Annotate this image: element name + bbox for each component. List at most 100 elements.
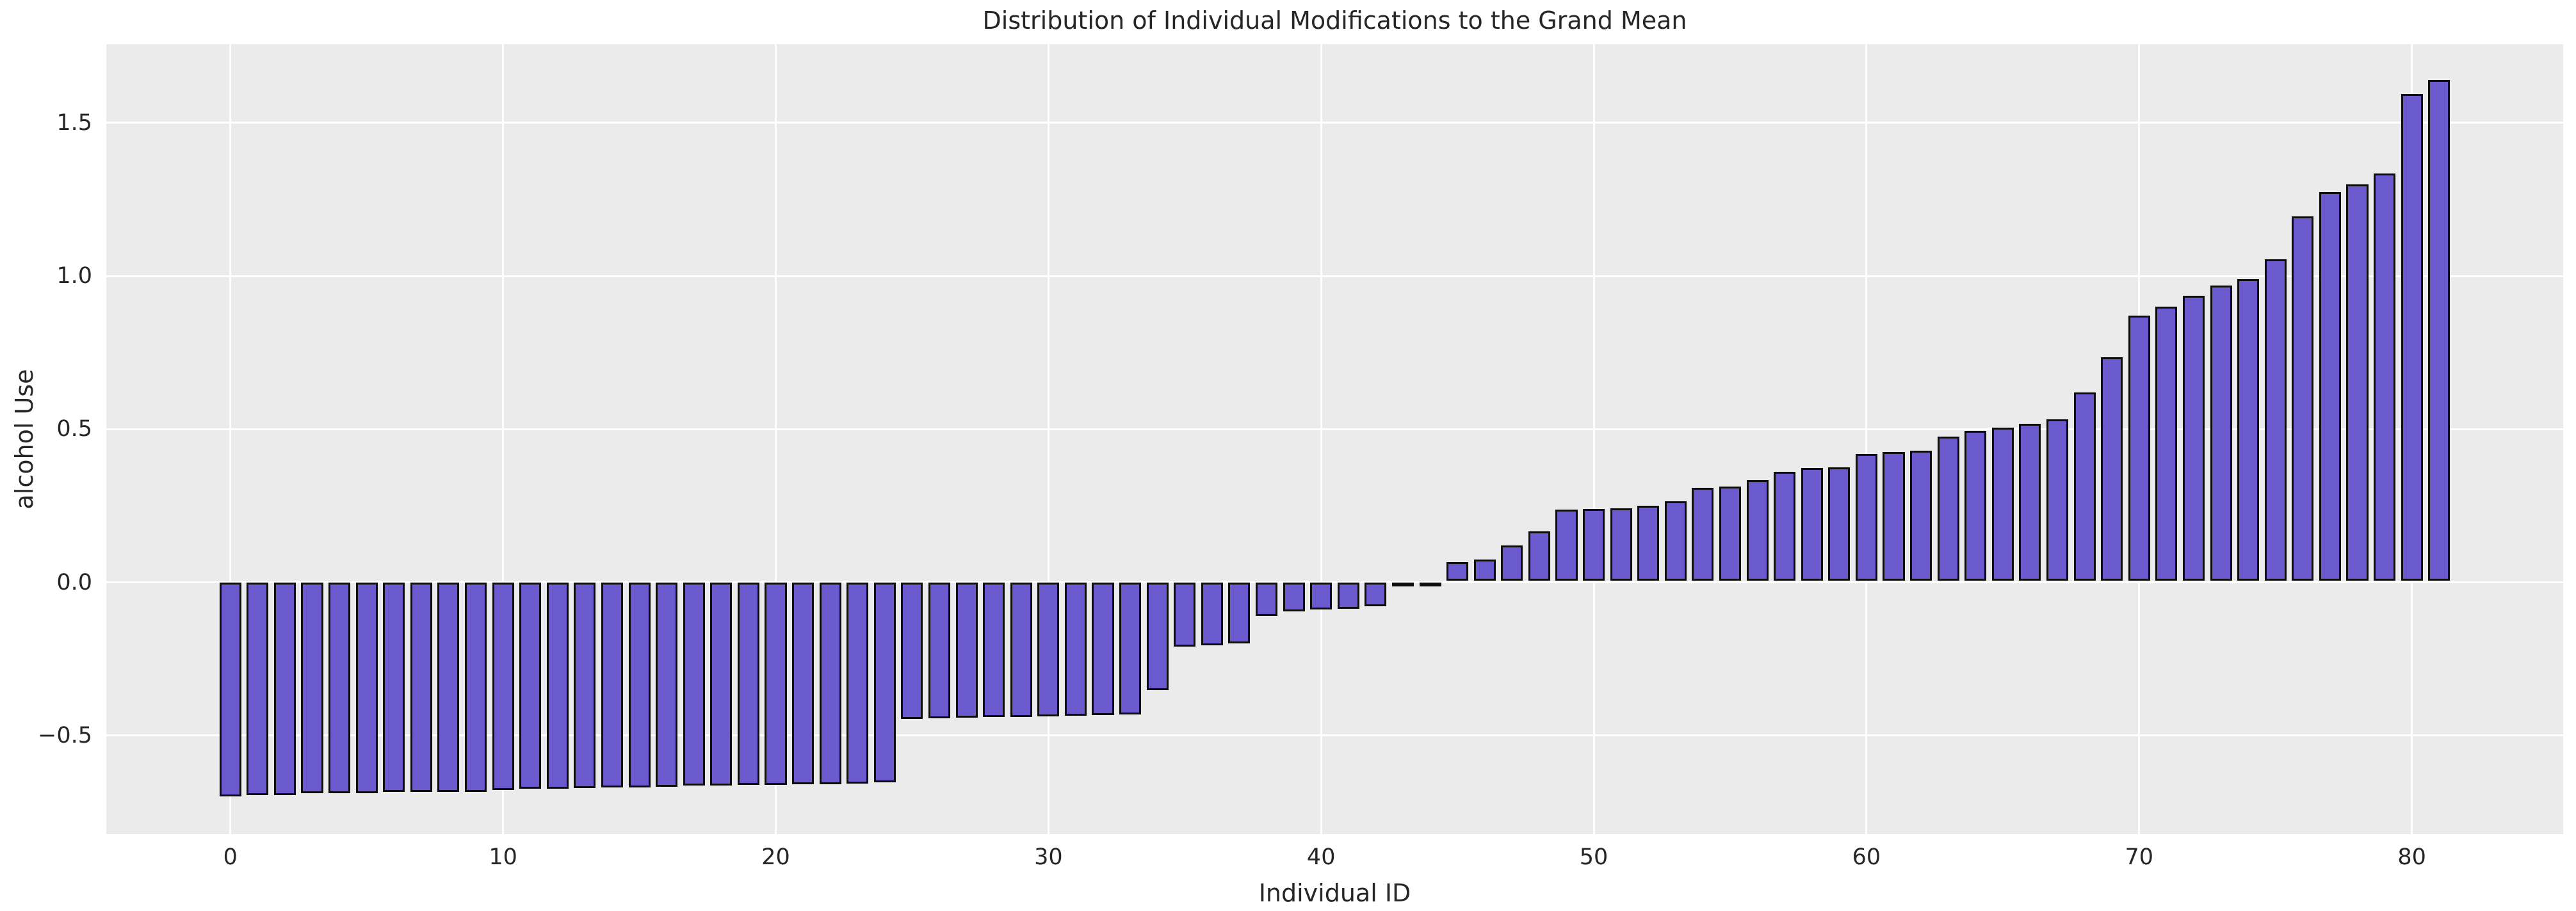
x-tick-label: 40 [1306,844,1336,870]
bar [873,582,896,783]
bar [2292,216,2314,581]
bar [1719,487,1742,581]
x-tick-label: 60 [1852,844,1881,870]
bar [656,582,678,787]
bar [1501,545,1523,581]
bar [1310,582,1333,610]
bar [1419,582,1441,586]
bar [1283,582,1305,611]
bar [983,582,1005,718]
bar [1828,467,1851,581]
bar [574,582,596,789]
bar [901,582,923,719]
bar [683,582,705,786]
bar [1174,582,1196,647]
v-gridline [229,44,232,834]
bar [1583,509,1605,581]
bar [1256,582,1278,616]
v-gridline [1592,44,1595,834]
bar [2019,423,2041,581]
bar [247,582,269,795]
bar [1092,582,1114,716]
bar [2210,285,2232,581]
bar [1337,582,1359,609]
h-gridline [106,581,2563,584]
chart-title: Distribution of Individual Modifications… [982,6,1687,35]
bar [1801,467,1823,581]
y-tick-label: 1.5 [56,109,92,136]
bar [1365,582,1387,607]
h-gridline [106,734,2563,737]
bar [792,582,814,784]
bar [1064,582,1087,716]
v-gridline [1047,44,1049,834]
v-gridline [1865,44,1868,834]
bar [1774,472,1796,581]
bar [219,582,241,797]
y-tick-label: 0.0 [56,569,92,595]
bar [1391,582,1414,586]
bar [465,582,487,792]
x-tick-label: 80 [2397,844,2426,870]
bar [1146,582,1169,690]
bar [519,582,542,789]
bar [2319,191,2341,581]
x-tick-label: 70 [2125,844,2154,870]
bar [819,582,841,784]
x-tick-label: 0 [223,844,238,870]
bar [1855,453,1877,581]
bar [273,582,296,795]
bar [1119,582,1142,714]
bar [2264,259,2287,581]
bar [301,582,323,794]
bar [1937,437,1959,581]
bar [355,582,378,794]
plot-area [106,44,2563,834]
bar [601,582,623,787]
x-tick-label: 10 [489,844,517,870]
bar [2046,419,2069,581]
bar [1446,562,1469,581]
bar [1228,582,1251,643]
bar [628,582,651,787]
bar [1664,501,1687,581]
bar [737,582,759,786]
bar [2428,79,2450,581]
bar [2128,316,2150,581]
bar [1991,428,2014,581]
bar [1964,431,1987,581]
bar [1037,582,1060,717]
h-gridline [106,122,2563,124]
bar [2155,307,2178,581]
bar [2101,357,2123,581]
x-axis-label: Individual ID [1258,879,1411,907]
bar [2237,278,2260,581]
y-tick-label: −0.5 [38,722,92,748]
y-tick-label: 0.5 [56,416,92,442]
bar [1746,480,1769,581]
bar [546,582,569,789]
bar [1555,509,1578,581]
bar [765,582,787,785]
bar [492,582,514,791]
bar [328,582,351,794]
h-gridline [106,428,2563,430]
bar [1010,582,1032,717]
bar [2401,93,2423,581]
y-tick-label: 1.0 [56,263,92,289]
v-gridline [502,44,505,834]
bar [1473,560,1496,581]
bar [1910,451,1932,581]
bar [847,582,869,784]
bar [1883,451,1905,581]
bar [410,582,432,792]
bar [2346,184,2369,581]
x-tick-label: 20 [761,844,790,870]
bar [383,582,405,792]
bar [955,582,978,718]
bar [1637,505,1660,581]
bar [2073,392,2096,581]
bar [437,582,460,792]
bar [928,582,951,718]
